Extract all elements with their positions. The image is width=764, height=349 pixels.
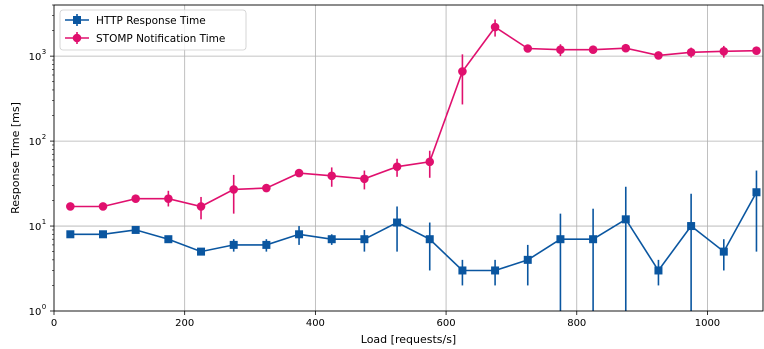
- stomp-notification-time-point: [556, 45, 565, 55]
- plot-frame: [53, 4, 764, 312]
- stomp-notification-time-point: [588, 45, 598, 55]
- http-response-time-point: [197, 247, 206, 256]
- http-response-time-point: [360, 235, 369, 244]
- y-tick-label: 10: [29, 222, 42, 233]
- http-response-time-point: [556, 235, 565, 244]
- stomp-notification-time-point: [654, 51, 663, 60]
- legend-box: [59, 9, 247, 51]
- stomp-notification-time-point: [719, 47, 729, 56]
- y-tick-label: 10: [29, 52, 42, 63]
- stomp-notification-time-point: [262, 183, 271, 193]
- y-tick-exponent: 0: [42, 303, 46, 311]
- stomp-notification-time-point: [327, 171, 337, 181]
- y-tick-label: 10: [29, 137, 42, 148]
- stomp-notification-time-line: [70, 26, 757, 208]
- http-response-time-point: [262, 240, 271, 249]
- http-response-time-point: [164, 235, 173, 244]
- legend: HTTP Response Time STOMP Notification Tim…: [59, 9, 247, 51]
- http-response-time-legend-marker: [73, 16, 81, 24]
- series-markers: [66, 22, 761, 275]
- stomp-notification-time-point: [294, 168, 304, 178]
- stomp-notification-time-point: [196, 202, 206, 211]
- stomp-notification-time-point: [392, 162, 402, 171]
- y-tick-exponent: 2: [42, 133, 46, 141]
- http-response-time-point: [589, 235, 598, 244]
- http-response-time-point: [752, 188, 761, 197]
- stomp-notification-time-point: [98, 202, 108, 211]
- http-response-time-point: [131, 225, 140, 234]
- x-axis-ticks: 0 200 400 600 800 1000: [51, 311, 720, 329]
- http-response-time-point: [491, 266, 500, 275]
- http-response-time-point: [327, 235, 336, 244]
- stomp-notification-time-point: [229, 185, 239, 194]
- http-response-time-point: [523, 255, 532, 264]
- x-tick-label: 600: [437, 318, 456, 329]
- stomp-notification-time-point: [621, 43, 631, 53]
- stomp-notification-time-point: [425, 157, 435, 167]
- x-tick-label: 400: [306, 318, 325, 329]
- http-response-time-point: [295, 230, 304, 239]
- http-response-time-point: [719, 247, 728, 256]
- stomp-notification-time-point: [164, 194, 173, 203]
- stomp-notification-time-legend-marker: [72, 33, 82, 43]
- stomp-notification-time-point: [66, 202, 75, 211]
- stomp-notification-time-point: [360, 174, 369, 184]
- http-response-time-line: [70, 191, 758, 272]
- stomp-notification-time-point: [131, 194, 140, 203]
- http-response-time-point: [393, 218, 402, 227]
- http-response-time-point: [425, 235, 434, 244]
- stomp-notification-time-legend-label: STOMP Notification Time: [96, 33, 225, 45]
- x-tick-label: 800: [567, 318, 586, 329]
- x-tick-label: 200: [175, 318, 194, 329]
- grid-lines: [54, 5, 763, 311]
- stomp-notification-time-point: [686, 47, 696, 57]
- stomp-notification-time-point: [490, 22, 500, 32]
- series-lines: [70, 26, 758, 272]
- stomp-notification-time-point: [523, 44, 533, 53]
- stomp-notification-time-point: [458, 67, 467, 76]
- x-axis-label: Load [requests/s]: [361, 333, 456, 346]
- http-response-time-point: [654, 266, 663, 275]
- y-tick-exponent: 3: [42, 48, 46, 56]
- x-tick-label: 1000: [695, 318, 720, 329]
- stomp-notification-time-point: [752, 46, 761, 55]
- http-response-time-point: [458, 266, 467, 275]
- y-tick-label: 10: [29, 307, 42, 318]
- http-response-time-point: [66, 230, 75, 239]
- x-tick-label: 0: [51, 318, 57, 329]
- http-response-time-point: [229, 240, 238, 249]
- http-response-time-legend-label: HTTP Response Time: [96, 15, 206, 27]
- http-response-time-point: [99, 230, 108, 239]
- http-response-time-point: [621, 215, 630, 224]
- y-axis-label: Response Time [ms]: [9, 102, 22, 214]
- http-response-time-point: [687, 222, 696, 231]
- y-tick-exponent: 1: [42, 218, 46, 226]
